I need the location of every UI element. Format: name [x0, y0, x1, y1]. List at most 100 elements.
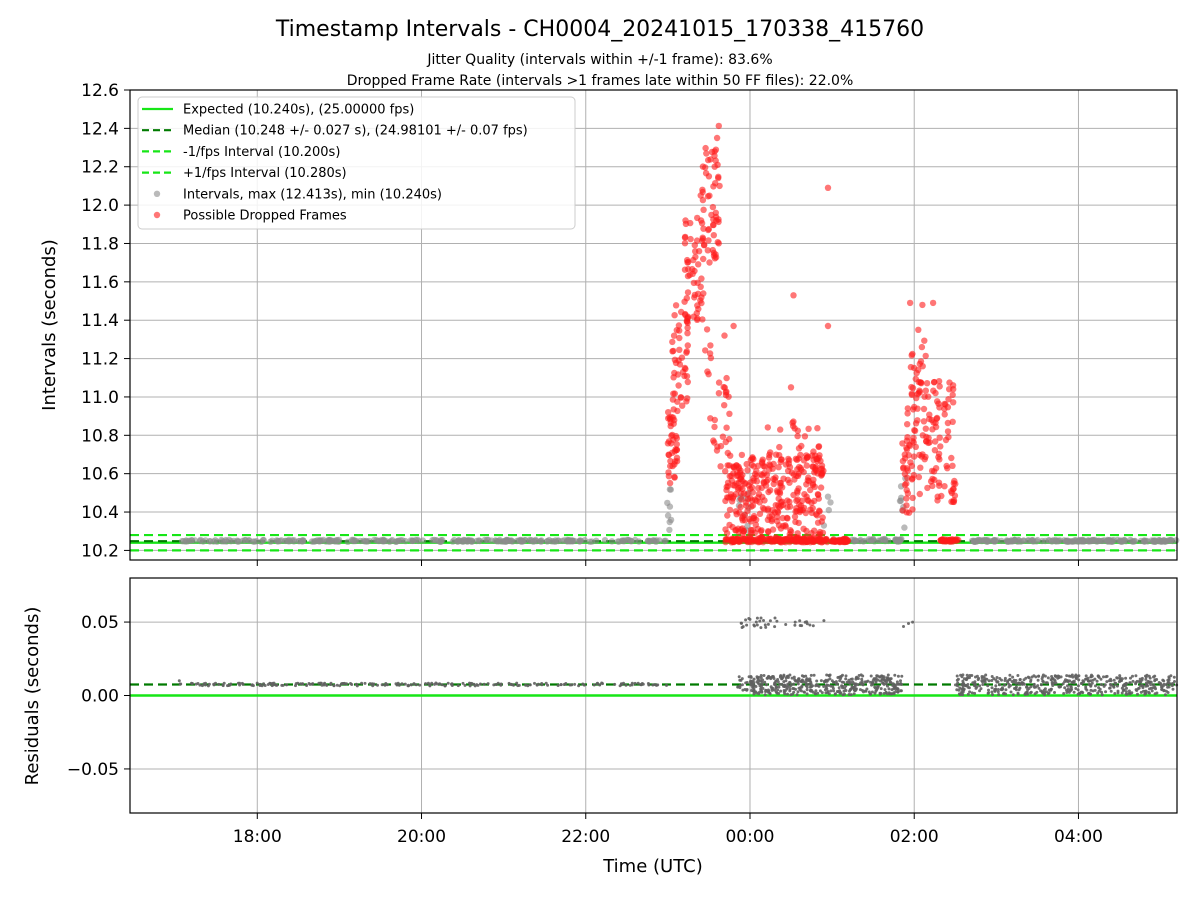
dropped-frame-point — [942, 436, 950, 444]
interval-point — [827, 499, 834, 506]
residual-point — [959, 673, 963, 677]
residual-point — [784, 676, 788, 680]
residual-point — [974, 686, 978, 690]
residual-point — [856, 677, 860, 680]
dropped-frame-point — [715, 379, 723, 386]
residual-point — [791, 692, 795, 696]
interval-point — [431, 536, 438, 544]
residual-point — [873, 685, 877, 689]
dropped-frame-point — [723, 374, 730, 382]
residual-point — [1121, 684, 1125, 688]
residual-point — [1172, 675, 1176, 679]
residual-point — [1029, 690, 1033, 694]
dropped-frame-point — [742, 480, 749, 487]
residual-point — [892, 692, 896, 696]
dropped-frame-point — [711, 148, 718, 155]
legend-label-4: Intervals, max (12.413s), min (10.240s) — [183, 187, 442, 202]
residual-point — [888, 678, 891, 682]
residual-point — [1100, 693, 1104, 697]
dropped-frame-point — [727, 491, 735, 498]
residual-point — [1009, 690, 1013, 694]
dropped-frame-point — [790, 292, 797, 299]
residual-point — [1003, 683, 1006, 687]
interval-point — [498, 538, 506, 545]
residual-point — [1000, 688, 1004, 692]
dropped-frame-point — [899, 507, 906, 514]
dropped-frame-point — [817, 484, 825, 491]
interval-point — [318, 537, 326, 545]
residual-point — [1002, 692, 1005, 696]
residual-point — [285, 683, 289, 687]
residual-point — [407, 684, 410, 688]
residual-point — [815, 679, 819, 683]
x-tick-label-4: 02:00 — [890, 827, 939, 847]
residual-point — [886, 673, 890, 677]
interval-point — [415, 537, 422, 545]
dropped-frame-point — [698, 275, 705, 282]
residual-point — [977, 676, 981, 680]
dropped-frame-point — [723, 536, 730, 543]
residual-point — [251, 684, 255, 688]
residual-point — [1084, 685, 1088, 689]
dropped-frame-point — [829, 537, 836, 545]
residual-point — [228, 683, 232, 687]
residual-point — [1076, 684, 1080, 688]
dropped-frame-point — [944, 465, 951, 472]
dropped-frame-point — [762, 482, 770, 489]
residual-point — [1072, 679, 1076, 683]
residual-point — [775, 685, 778, 689]
residual-point — [825, 673, 829, 677]
chart-subtitle-dropped: Dropped Frame Rate (intervals >1 frames … — [347, 73, 854, 89]
residual-point — [1166, 678, 1170, 682]
interval-point — [620, 538, 628, 545]
dropped-frame-point — [921, 337, 928, 344]
residual-point — [1163, 693, 1167, 697]
dropped-frame-point — [904, 405, 911, 412]
dropped-frame-point — [709, 203, 717, 211]
residual-point — [841, 693, 845, 697]
residual-point — [1159, 682, 1163, 685]
dropped-frame-point — [670, 390, 677, 397]
dropped-frame-point — [779, 484, 786, 491]
residuals-axes: 18:00 20:00 22:00 00:00 02:00 04:00 −0.05 0.00 0… — [67, 577, 1178, 847]
dropped-frame-point — [690, 256, 697, 264]
residual-point — [412, 682, 416, 686]
residual-point — [990, 686, 994, 690]
dropped-frame-point — [685, 265, 692, 273]
interval-point — [1158, 537, 1165, 545]
dropped-frame-point — [916, 387, 923, 394]
residual-point — [800, 678, 804, 682]
residual-point — [1000, 678, 1003, 682]
dropped-frame-point — [698, 294, 705, 301]
dropped-frame-point — [919, 363, 926, 370]
interval-point — [364, 538, 371, 545]
residual-point — [750, 689, 754, 692]
dropped-frame-point — [673, 435, 680, 442]
interval-point — [1085, 538, 1093, 545]
dropped-frame-point — [815, 495, 822, 502]
dropped-frame-point — [784, 536, 791, 543]
residual-point — [805, 682, 808, 686]
residual-point — [1077, 691, 1081, 695]
residual-point — [990, 679, 994, 682]
dropped-frame-point — [675, 382, 682, 389]
residual-point — [1065, 674, 1069, 678]
dropped-frame-point — [702, 144, 709, 152]
x-tick-label-0: 18:00 — [233, 827, 282, 847]
dropped-frame-point — [948, 454, 955, 462]
residual-point — [981, 680, 985, 684]
dropped-frame-point — [723, 483, 730, 491]
residual-point — [540, 682, 544, 685]
residual-point — [760, 690, 764, 694]
residual-point — [979, 687, 983, 691]
interval-point — [451, 536, 458, 544]
residual-point — [961, 673, 965, 677]
dropped-frame-point — [915, 326, 922, 333]
residual-point — [1071, 675, 1075, 679]
residual-point — [767, 690, 770, 694]
residual-point — [832, 689, 836, 693]
dropped-frame-point — [753, 478, 761, 485]
residual-point — [759, 616, 763, 620]
dropped-frame-point — [777, 535, 784, 543]
residual-point — [349, 682, 352, 685]
